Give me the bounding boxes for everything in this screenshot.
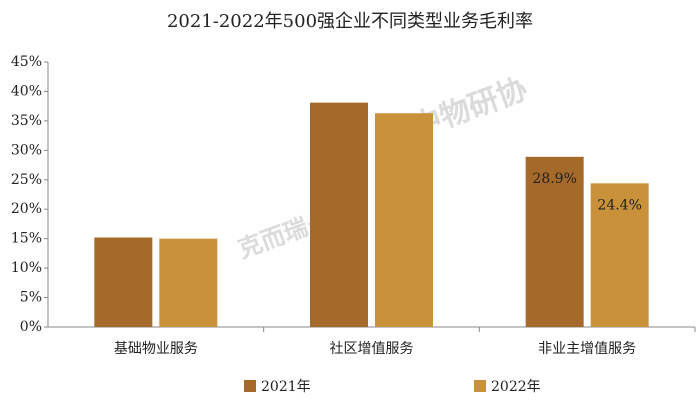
- bar: [159, 238, 218, 327]
- bar: [375, 113, 433, 327]
- bar: [590, 183, 649, 327]
- legend-label: 2022年: [491, 379, 541, 395]
- x-tick-label: 非业主增值服务: [538, 341, 636, 357]
- bar: [310, 102, 368, 327]
- data-label: 28.9%: [532, 171, 576, 187]
- legend-label: 2021年: [261, 379, 311, 395]
- chart-title: 2021-2022年500强企业不同类型业务毛利率: [167, 11, 533, 32]
- data-label: 24.4%: [597, 197, 641, 213]
- x-tick-label: 社区增值服务: [330, 341, 414, 357]
- legend-swatch: [244, 380, 256, 392]
- y-tick-label: 5%: [20, 290, 42, 306]
- legend-swatch: [474, 380, 486, 392]
- y-tick-label: 45%: [11, 54, 42, 70]
- y-tick-label: 30%: [11, 142, 42, 158]
- bar: [94, 237, 153, 327]
- y-tick-label: 35%: [11, 113, 42, 129]
- y-tick-label: 0%: [20, 319, 42, 335]
- y-tick-label: 10%: [11, 260, 42, 276]
- y-tick-label: 15%: [11, 231, 42, 247]
- y-tick-label: 25%: [11, 172, 42, 188]
- bar: [525, 156, 584, 327]
- y-tick-label: 20%: [11, 201, 42, 217]
- x-tick-label: 基础物业服务: [114, 340, 198, 357]
- y-tick-label: 40%: [11, 83, 42, 99]
